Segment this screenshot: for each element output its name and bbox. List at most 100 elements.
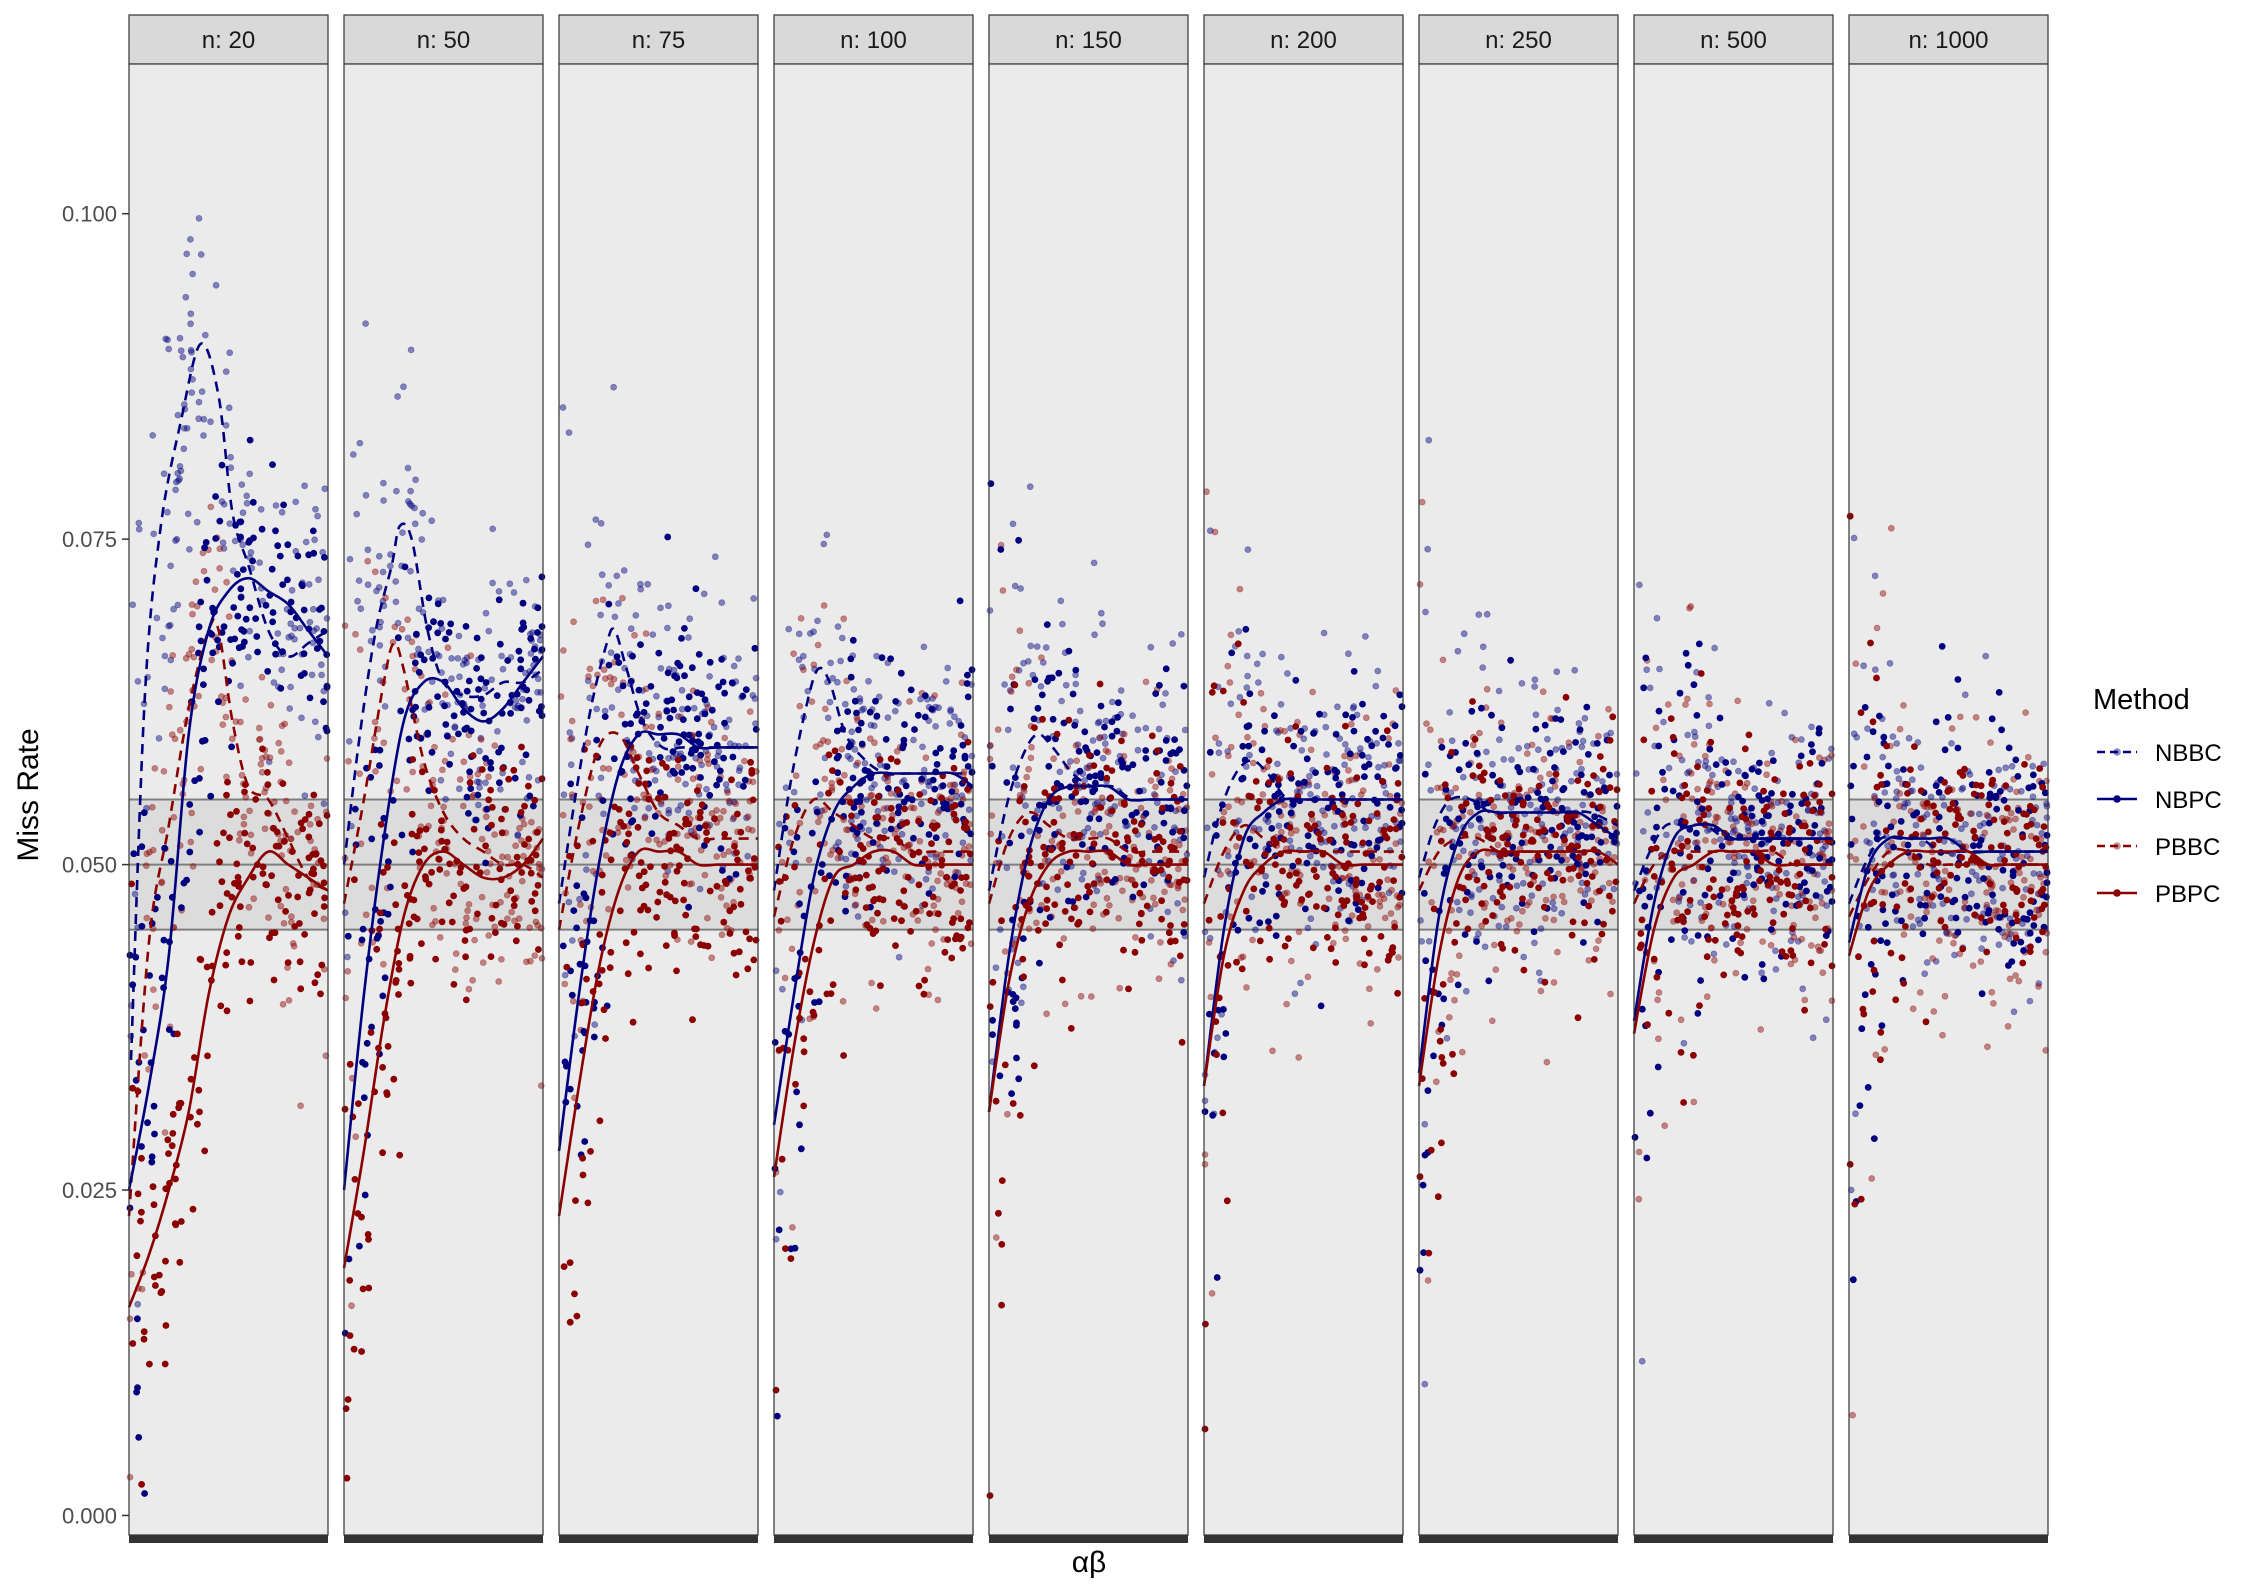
data-point-pbpc: [800, 1102, 808, 1110]
data-point-pbpc: [1306, 890, 1313, 898]
data-point-nbpc: [1782, 900, 1790, 908]
data-point-nbpc: [701, 696, 709, 704]
data-point-pbbc: [1089, 925, 1097, 933]
data-point-nbbc: [200, 432, 207, 439]
data-point-nbbc: [1999, 884, 2006, 892]
data-point-nbbc: [1015, 667, 1023, 674]
data-point-pbpc: [1392, 825, 1400, 833]
data-point-nbpc: [928, 705, 936, 713]
data-point-pbpc: [1167, 922, 1174, 929]
data-point-pbbc: [282, 885, 290, 893]
data-point-pbpc: [268, 929, 276, 937]
data-point-pbbc: [1678, 881, 1686, 888]
data-point-pbpc: [246, 997, 254, 1005]
data-point-pbpc: [1234, 640, 1242, 648]
data-point-nbbc: [865, 826, 873, 834]
data-point-pbpc: [263, 881, 270, 889]
data-point-pbbc: [165, 703, 173, 711]
data-point-nbbc: [861, 759, 869, 767]
data-point-nbbc: [246, 470, 254, 478]
facet-strip-label: n: 500: [1700, 27, 1767, 54]
data-point-pbpc: [1287, 770, 1294, 778]
data-point-nbbc: [1972, 872, 1980, 879]
data-point-nbbc: [442, 795, 450, 803]
data-point-nbbc: [1571, 666, 1579, 674]
data-point-pbpc: [521, 802, 528, 810]
data-point-nbbc: [565, 429, 573, 437]
data-point-nbpc: [252, 615, 260, 622]
data-point-pbpc: [1697, 670, 1705, 677]
data-point-pbpc: [284, 959, 292, 966]
data-point-nbbc: [238, 481, 246, 489]
data-point-pbpc: [1067, 1025, 1075, 1032]
data-point-nbpc: [708, 706, 716, 714]
data-point-nbpc: [610, 755, 618, 763]
data-point-nbbc: [1467, 909, 1474, 917]
data-point-nbpc: [1312, 769, 1319, 776]
data-point-pbbc: [255, 724, 263, 732]
data-point-pbpc: [998, 917, 1005, 925]
data-point-pbpc: [1074, 894, 1082, 902]
data-point-nbbc: [225, 404, 233, 412]
data-point-pbbc: [1205, 939, 1213, 946]
data-point-nbpc: [1228, 649, 1236, 657]
data-point-pbpc: [1386, 825, 1394, 833]
data-point-nbbc: [1711, 644, 1718, 652]
data-point-pbbc: [195, 692, 203, 700]
data-point-pbpc: [1828, 790, 1836, 798]
data-point-pbpc: [1496, 777, 1504, 784]
data-point-pbbc: [516, 824, 523, 832]
data-point-pbbc: [986, 755, 994, 763]
data-point-pbbc: [277, 748, 285, 755]
data-point-pbbc: [1660, 776, 1667, 784]
data-point-pbpc: [644, 906, 652, 914]
data-point-pbpc: [573, 1312, 581, 1320]
data-point-pbpc: [1489, 912, 1497, 919]
data-point-nbbc: [1336, 735, 1344, 742]
data-point-pbbc: [1379, 891, 1386, 899]
data-point-pbbc: [460, 758, 468, 766]
data-point-pbbc: [1249, 759, 1257, 767]
data-point-nbbc: [522, 576, 530, 584]
data-point-pbpc: [633, 754, 641, 762]
data-point-pbpc: [640, 868, 648, 876]
data-point-pbpc: [1165, 929, 1173, 937]
data-point-pbbc: [211, 586, 219, 593]
data-point-pbpc: [1683, 790, 1691, 798]
data-point-nbpc: [1534, 789, 1542, 796]
data-point-nbpc: [1180, 834, 1188, 842]
data-point-pbpc: [685, 820, 693, 828]
data-point-pbpc: [1380, 826, 1388, 834]
data-point-nbbc: [610, 383, 617, 391]
data-point-nbbc: [411, 520, 419, 528]
data-point-nbbc: [1731, 815, 1739, 822]
data-point-pbbc: [1060, 935, 1068, 942]
data-point-nbbc: [481, 684, 489, 692]
data-point-nbpc: [1034, 704, 1042, 712]
facet-strip-label: n: 20: [202, 27, 255, 54]
data-point-pbpc: [1365, 949, 1373, 957]
data-point-pbpc: [1480, 882, 1488, 890]
data-point-nbpc: [517, 665, 525, 673]
data-point-nbbc: [218, 498, 226, 505]
data-point-nbpc: [1342, 711, 1350, 719]
data-point-pbpc: [320, 903, 328, 910]
data-point-pbbc: [1120, 730, 1128, 738]
data-point-pbpc: [583, 975, 590, 983]
data-point-pbpc: [641, 780, 649, 788]
data-point-pbbc: [1687, 603, 1695, 610]
data-point-pbpc: [1816, 798, 1824, 806]
data-point-nbbc: [1675, 898, 1683, 905]
data-point-pbbc: [262, 753, 270, 760]
data-point-nbbc: [1578, 743, 1586, 751]
data-point-nbpc: [1557, 716, 1565, 723]
data-point-pbpc: [1324, 884, 1331, 892]
data-point-pbbc: [674, 776, 682, 783]
data-point-pbbc: [1451, 996, 1458, 1004]
data-point-nbbc: [177, 467, 185, 475]
facet-strip: [1418, 14, 1619, 65]
data-point-nbpc: [1256, 919, 1264, 927]
data-point-pbpc: [461, 937, 469, 944]
data-point-nbbc: [187, 346, 195, 354]
